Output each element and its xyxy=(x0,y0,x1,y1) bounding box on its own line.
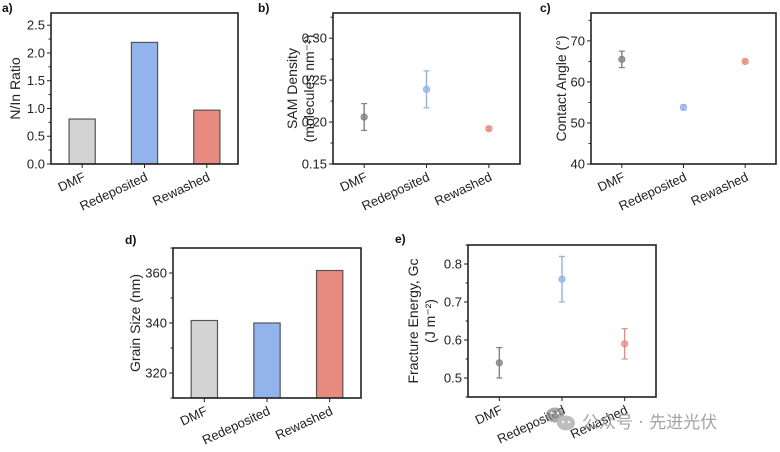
y-tick-label: 360 xyxy=(145,266,167,281)
bar-redeposited xyxy=(253,322,281,399)
y-tick-label: 0.7 xyxy=(444,295,462,310)
panel-label: d) xyxy=(125,233,136,247)
y-axis-title-unit: (molecules nm⁻²) xyxy=(301,35,317,143)
bar-dmf xyxy=(190,319,219,399)
y-tick-label: 1.0 xyxy=(27,101,45,116)
point-dmf xyxy=(495,359,503,367)
x-tick-label: DMF xyxy=(595,169,627,195)
watermark: 公众号 · 先进光伏 xyxy=(546,407,717,433)
point-dmf xyxy=(360,113,368,121)
y-tick-label: 0.5 xyxy=(27,129,45,144)
y-axis-title-unit: (J m⁻²) xyxy=(422,299,438,343)
point-redeposited xyxy=(422,85,431,93)
y-tick-label: 320 xyxy=(145,366,167,381)
x-tick-label: DMF xyxy=(56,169,88,195)
x-tick-label: Redeposited xyxy=(77,169,149,213)
wechat-icon xyxy=(546,407,575,431)
x-tick-label: Rewashed xyxy=(432,169,494,209)
y-tick-label: 70 xyxy=(571,33,585,48)
y-tick-label: 2.0 xyxy=(27,45,45,60)
point-rewashed xyxy=(485,125,493,133)
y-tick-label: 0.15 xyxy=(302,157,327,172)
y-tick-label: 340 xyxy=(145,316,167,331)
bar-redeposited xyxy=(130,41,159,165)
y-axis-title: Grain Size (nm) xyxy=(127,274,143,372)
point-rewashed xyxy=(741,57,749,66)
y-tick-label: 0.30 xyxy=(302,31,327,46)
y-axis-title: SAM Density xyxy=(284,48,300,129)
point-dmf xyxy=(618,55,626,63)
x-tick-label: DMF xyxy=(178,403,210,429)
x-tick-label: Redeposited xyxy=(359,169,431,213)
y-axis-title: Contact Angle (°) xyxy=(553,36,569,142)
y-axis-title: Fracture Energy, Gc xyxy=(405,258,421,383)
y-tick-label: 0.6 xyxy=(444,333,462,348)
x-tick-label: Rewashed xyxy=(273,403,335,443)
x-tick-label: Rewashed xyxy=(688,169,750,209)
bar-dmf xyxy=(68,118,96,165)
y-tick-label: 1.5 xyxy=(27,73,45,88)
y-tick-label: 50 xyxy=(571,115,585,130)
y-tick-label: 0.8 xyxy=(444,257,462,272)
bar-rewashed xyxy=(315,269,344,399)
point-rewashed xyxy=(621,340,629,348)
y-tick-label: 0.5 xyxy=(444,371,462,386)
point-redeposited xyxy=(558,275,566,283)
y-tick-label: 0.0 xyxy=(27,157,45,172)
panel-label: b) xyxy=(258,1,269,15)
panel-label: c) xyxy=(540,1,551,15)
x-tick-label: Rewashed xyxy=(150,169,212,209)
y-axis-title: N/In Ratio xyxy=(7,57,23,119)
x-tick-label: Redeposited xyxy=(200,403,272,447)
y-tick-label: 2.5 xyxy=(27,18,45,33)
y-tick-label: 0.20 xyxy=(302,115,327,130)
panel-label: a) xyxy=(2,1,13,15)
y-tick-label: 40 xyxy=(571,157,585,172)
x-tick-label: DMF xyxy=(473,402,505,428)
y-tick-label: 60 xyxy=(571,74,585,89)
point-redeposited xyxy=(679,103,688,111)
bar-rewashed xyxy=(193,109,221,165)
plot-frame xyxy=(590,12,777,165)
panel-label: e) xyxy=(395,232,406,246)
x-tick-label: Redeposited xyxy=(616,169,688,213)
x-tick-label: DMF xyxy=(338,169,370,195)
watermark-text: 公众号 · 先进光伏 xyxy=(582,413,717,433)
y-tick-label: 0.25 xyxy=(302,73,327,88)
